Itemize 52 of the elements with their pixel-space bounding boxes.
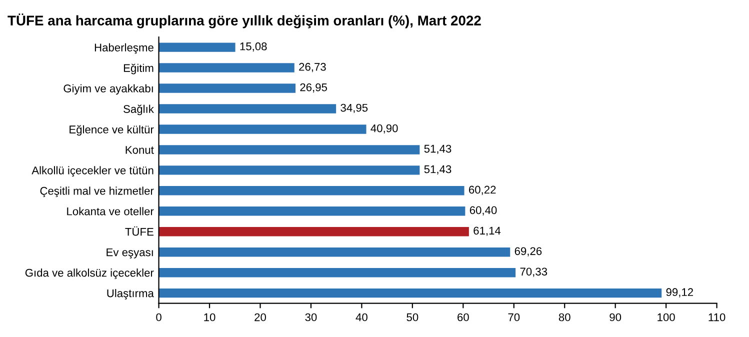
x-tick-label: 90 <box>610 313 622 322</box>
data-label: 70,33 <box>520 268 548 277</box>
y-tick-label: Eğlence ve kültür <box>70 125 154 136</box>
data-label: 60,40 <box>470 206 497 216</box>
y-tick-label: Ev eşyası <box>106 248 153 258</box>
data-label: 34,95 <box>340 104 368 114</box>
bar <box>158 145 420 154</box>
data-label: 51,43 <box>424 165 452 174</box>
x-tick-label: 50 <box>406 313 418 322</box>
bar <box>158 186 464 196</box>
y-tick-label: TÜFE <box>125 226 154 236</box>
y-tick-label: Konut <box>126 146 154 154</box>
x-tick-label: 80 <box>558 313 570 322</box>
x-tick-label: 70 <box>508 313 520 322</box>
x-tick-label: 110 <box>708 313 726 322</box>
x-tick-label: 0 <box>156 313 162 322</box>
data-label: 26,95 <box>300 83 328 93</box>
bar <box>158 63 294 72</box>
y-tick-label: Gıda ve alkolsüz içecekler <box>25 268 154 279</box>
bar <box>158 268 516 278</box>
data-label: 15,08 <box>240 42 267 52</box>
y-tick-label: Ulaştırma <box>107 289 154 300</box>
data-label: 60,22 <box>469 186 496 195</box>
y-tick-label: Çeşitli mal ve hizmetler <box>40 186 154 198</box>
data-label: 61,14 <box>474 226 501 236</box>
bar <box>158 104 336 114</box>
x-tick-label: 100 <box>658 313 675 322</box>
y-tick-label: Sağlık <box>124 104 154 116</box>
y-tick-label: Eğitim <box>124 64 154 74</box>
data-label: 40,90 <box>370 124 398 134</box>
y-tick-label: Alkollü içecekler ve tütün <box>32 166 154 177</box>
bar <box>158 166 420 175</box>
x-tick-label: 20 <box>254 313 266 322</box>
bar <box>158 247 510 257</box>
y-tick-label: Giyim ve ayakkabı <box>64 84 153 95</box>
bar <box>158 206 466 216</box>
bar <box>158 42 236 52</box>
chart-title: TÜFE ana harcama gruplarına göre yıllık değişim oranları (%), Mart 2022 <box>8 13 481 28</box>
data-label: 51,43 <box>424 144 452 154</box>
data-label: 69,26 <box>514 247 542 256</box>
x-tick-label: 10 <box>204 313 216 322</box>
data-label: 26,73 <box>299 62 326 72</box>
data-label: 99,12 <box>666 288 694 298</box>
bar <box>158 84 296 93</box>
x-tick-label: 40 <box>356 313 368 322</box>
bar <box>158 288 662 298</box>
bar <box>158 124 366 134</box>
bar <box>158 227 469 236</box>
x-tick-label: 30 <box>305 313 317 322</box>
y-tick-label: Haberleşme <box>94 43 154 54</box>
y-tick-label: Lokanta ve oteller <box>67 207 154 216</box>
x-tick-label: 60 <box>458 313 469 322</box>
